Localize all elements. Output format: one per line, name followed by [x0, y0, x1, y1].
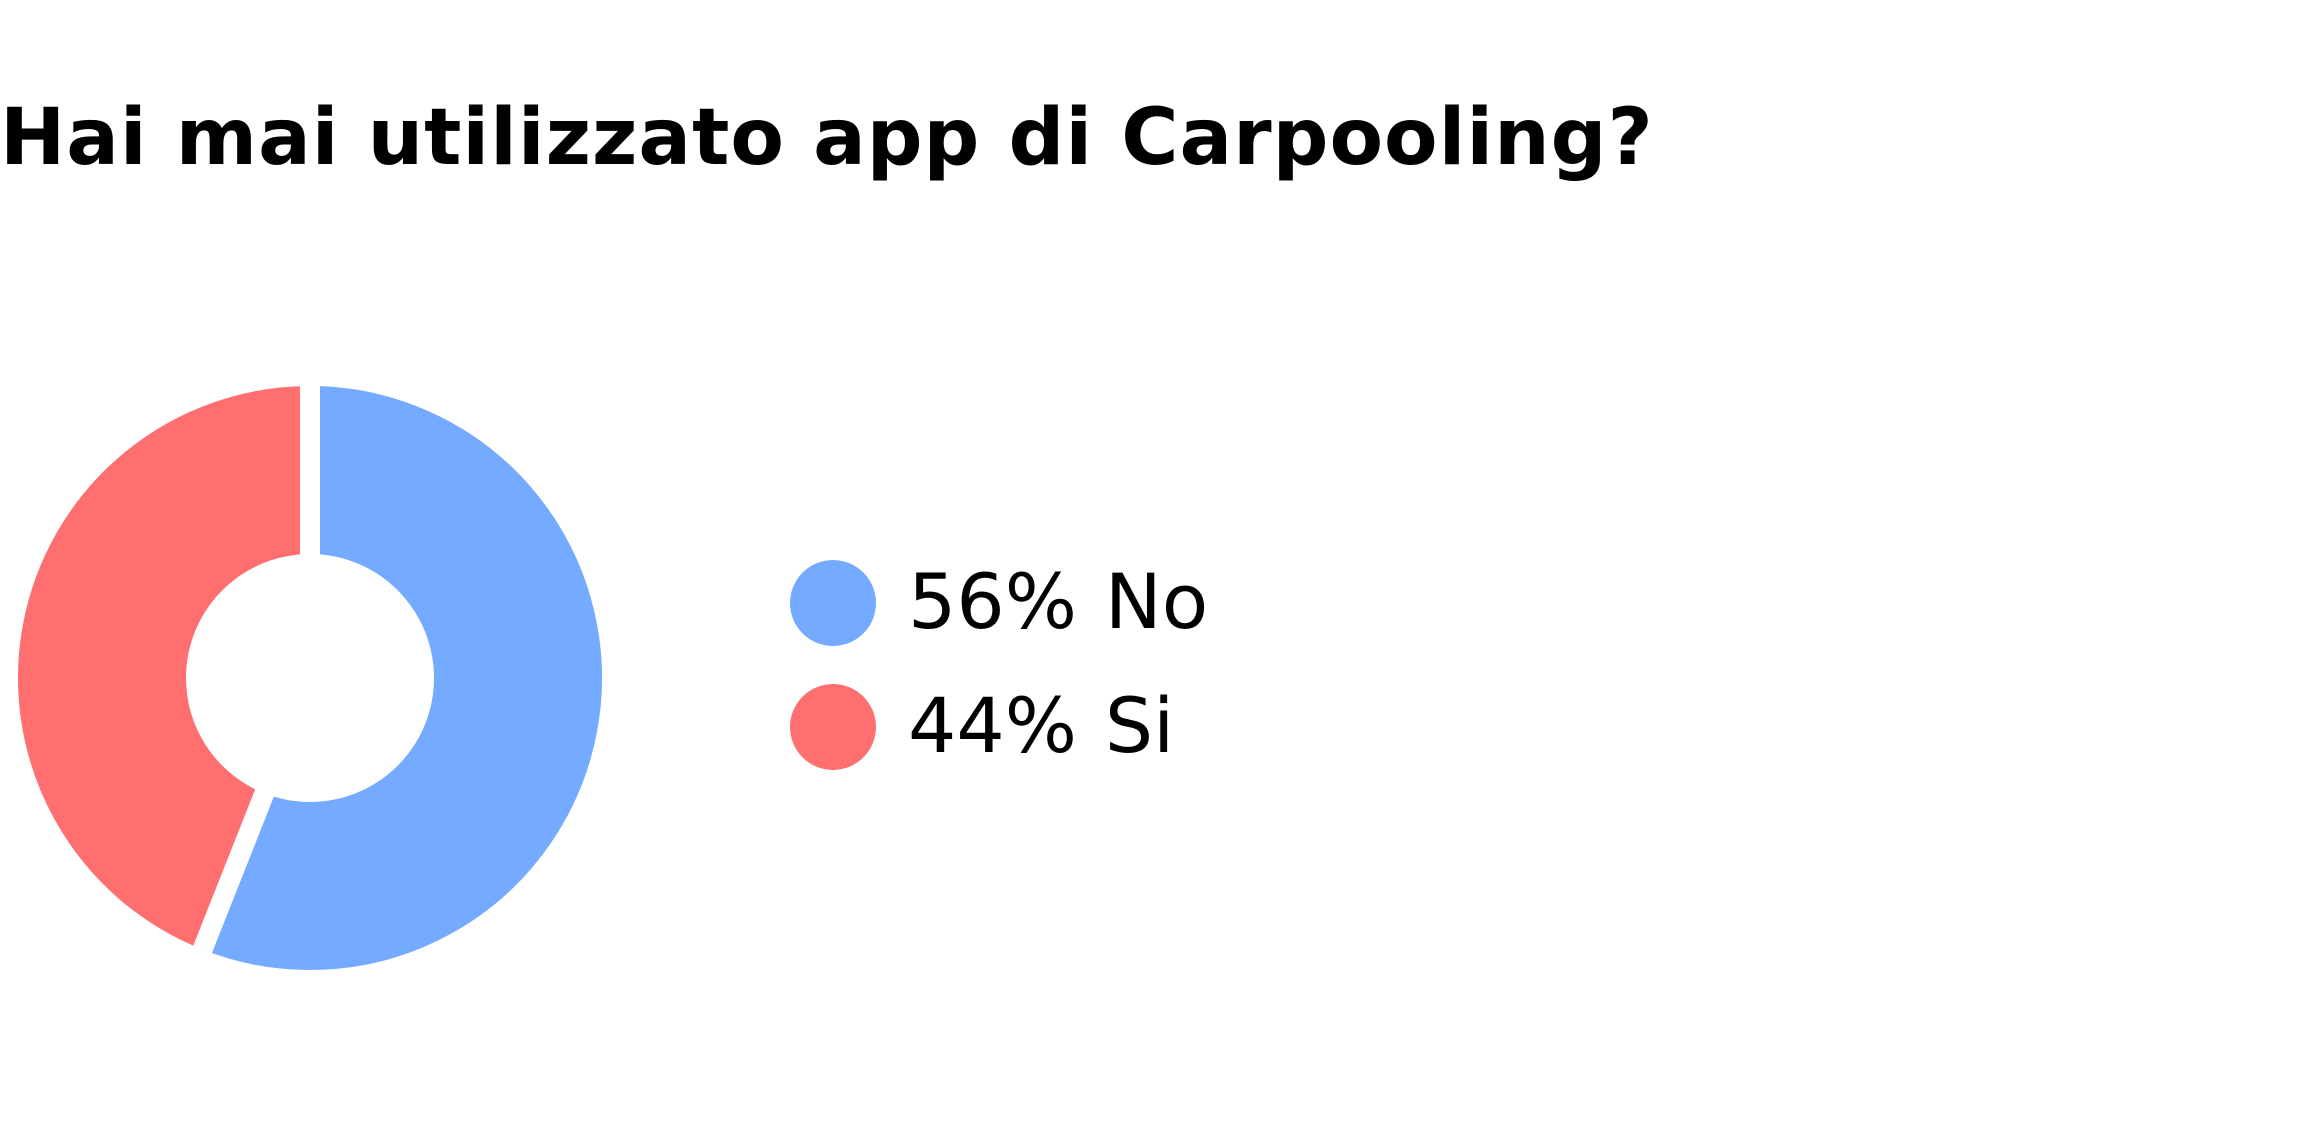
donut-slice-no — [185, 365, 622, 990]
legend-label-no: No — [1104, 557, 1209, 646]
legend-value-no: 56% — [908, 557, 1077, 646]
legend-text-no: 56% No — [908, 554, 1208, 650]
legend-text-si: 44% Si — [908, 678, 1174, 774]
donut-chart — [0, 365, 622, 990]
donut-slices — [0, 365, 622, 990]
legend-label-si: Si — [1104, 681, 1175, 770]
donut-slice-si — [0, 365, 320, 972]
legend-swatch-si — [790, 684, 876, 770]
chart-title: Hai mai utilizzato app di Carpooling? — [0, 93, 1654, 183]
legend-value-si: 44% — [908, 681, 1077, 770]
legend-swatch-no — [790, 560, 876, 646]
